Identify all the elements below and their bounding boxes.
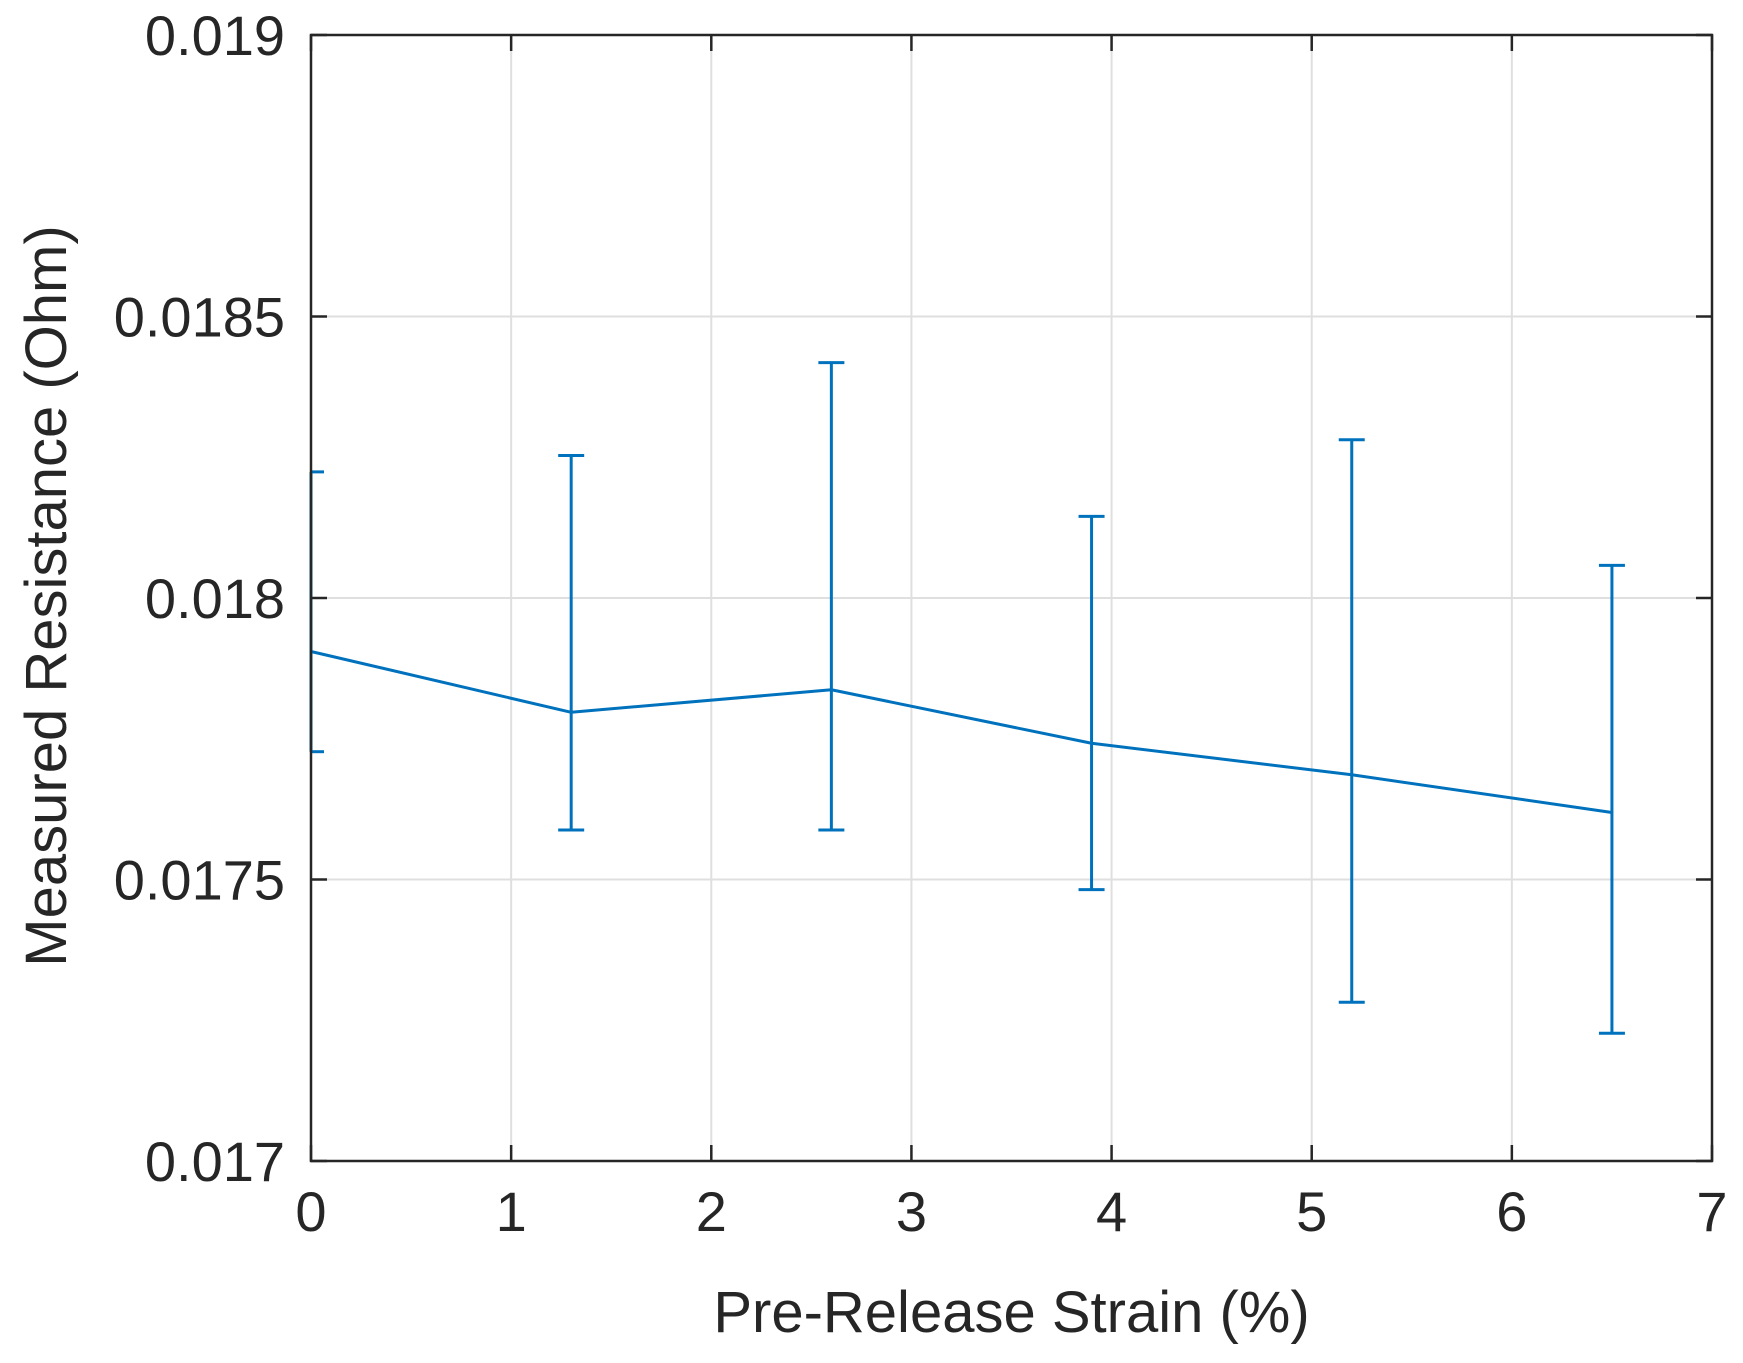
- y-tick-label-1: 0.0175: [114, 849, 285, 912]
- x-tick-label-3: 3: [896, 1180, 927, 1243]
- error-bar-2: [818, 361, 845, 832]
- x-tick-label-4: 4: [1096, 1180, 1127, 1243]
- tick-labels: 0 1 2 3 4 5 6 7 0.017 0.0175 0.018 0.0185 0.019: [114, 4, 1728, 1243]
- error-bar-4: [1338, 438, 1365, 1004]
- x-tick-label-5: 5: [1296, 1180, 1327, 1243]
- x-tick-label-6: 6: [1496, 1180, 1527, 1243]
- error-bar-5: [1598, 563, 1625, 1035]
- error-bar-1: [558, 454, 585, 832]
- x-tick-label-7: 7: [1696, 1180, 1727, 1243]
- y-tick-label-2: 0.018: [145, 567, 285, 630]
- error-bar-3: [1078, 514, 1105, 892]
- axes: [309, 33, 1714, 1163]
- series-line-0: [310, 650, 1613, 814]
- y-tick-label-4: 0.019: [145, 4, 285, 67]
- x-tick-label-0: 0: [295, 1180, 326, 1243]
- y-tick-label-3: 0.0185: [114, 286, 285, 349]
- x-tick-label-2: 2: [696, 1180, 727, 1243]
- x-tick-label-1: 1: [496, 1180, 527, 1243]
- y-tick-label-0: 0.017: [145, 1130, 285, 1193]
- y-axis-label: Measured Resistance (Ohm): [14, 225, 79, 966]
- x-axis-label: Pre-Release Strain (%): [713, 1280, 1309, 1345]
